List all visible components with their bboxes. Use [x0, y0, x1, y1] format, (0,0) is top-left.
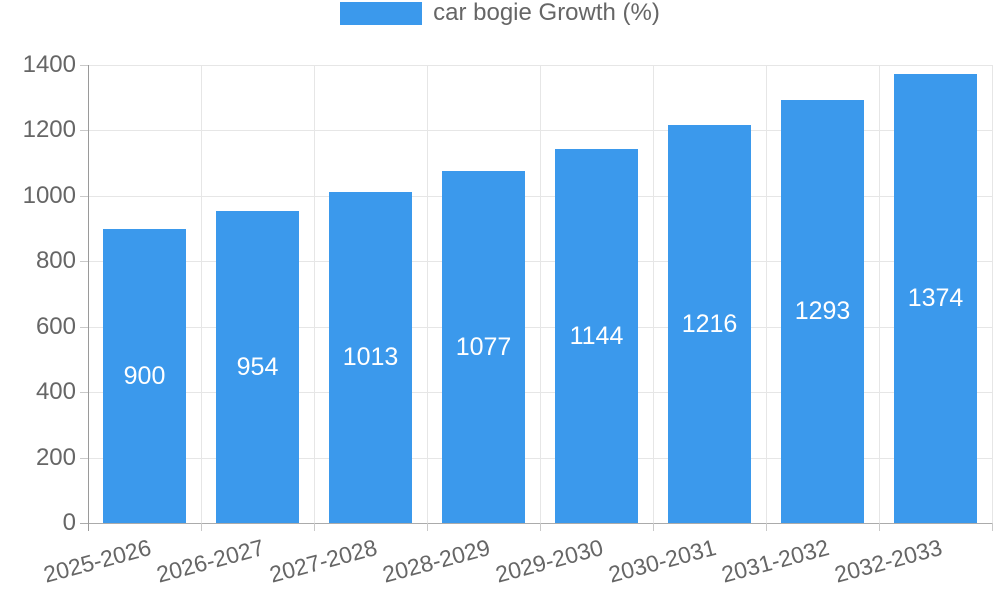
x-axis-tick: [427, 523, 428, 531]
v-gridline: [653, 65, 654, 523]
y-tick-label: 1400: [22, 51, 76, 78]
v-gridline: [201, 65, 202, 523]
x-axis-tick: [653, 523, 654, 531]
bar: 1374: [894, 74, 977, 523]
y-axis-tick: [80, 130, 88, 131]
x-tick-label: 2032-2033: [831, 534, 945, 588]
bar: 1013: [329, 192, 412, 523]
x-tick-label: 2029-2030: [492, 534, 606, 588]
y-axis-line: [88, 65, 89, 523]
bar-value-label: 1144: [569, 321, 624, 350]
x-axis-tick: [314, 523, 315, 531]
y-axis-tick: [80, 523, 88, 524]
bar: 1293: [781, 100, 864, 523]
x-tick-label: 2027-2028: [266, 534, 380, 588]
x-tick-label: 2030-2031: [605, 534, 719, 588]
y-tick-label: 1000: [22, 182, 76, 209]
bar-value-label: 1077: [455, 332, 512, 361]
y-tick-label: 0: [62, 509, 76, 536]
x-tick-label: 2026-2027: [153, 534, 267, 588]
bar: 954: [216, 211, 299, 523]
legend-swatch: [340, 1, 423, 25]
bar-value-label: 954: [236, 352, 279, 381]
y-axis-tick: [80, 327, 88, 328]
x-tick-label: 2028-2029: [379, 534, 493, 588]
y-tick-label: 1200: [22, 116, 76, 143]
x-tick-label: 2025-2026: [40, 534, 154, 588]
y-tick-label: 200: [35, 444, 76, 471]
bar: 1077: [442, 171, 525, 523]
v-gridline: [766, 65, 767, 523]
legend[interactable]: car bogie Growth (%): [0, 0, 1000, 26]
bar-value-label: 900: [123, 361, 166, 390]
y-tick-label: 400: [35, 378, 76, 405]
bar: 1216: [668, 125, 751, 523]
v-gridline: [314, 65, 315, 523]
x-axis-tick: [879, 523, 880, 531]
v-gridline: [540, 65, 541, 523]
y-axis-tick: [80, 65, 88, 66]
bar-value-label: 1013: [342, 343, 399, 371]
x-axis-tick: [766, 523, 767, 531]
bar: 900: [103, 229, 186, 523]
x-tick-label: 2031-2032: [718, 534, 832, 588]
v-gridline: [879, 65, 880, 523]
x-axis-tick: [88, 523, 89, 531]
y-axis-tick: [80, 392, 88, 393]
y-axis-tick: [80, 261, 88, 262]
x-axis-tick: [201, 523, 202, 531]
bar-value-label: 1374: [907, 284, 964, 312]
x-axis-tick: [540, 523, 541, 531]
x-axis-tick: [992, 523, 993, 531]
bar-value-label: 1293: [794, 297, 851, 325]
y-axis-tick: [80, 458, 88, 459]
y-tick-label: 600: [35, 313, 76, 340]
y-tick-label: 800: [35, 247, 76, 274]
bar-value-label: 1216: [681, 309, 738, 338]
y-axis-tick: [80, 196, 88, 197]
v-gridline: [992, 65, 993, 523]
legend-label: car bogie Growth (%): [433, 0, 660, 26]
v-gridline: [427, 65, 428, 523]
bar: 1144: [555, 149, 638, 523]
